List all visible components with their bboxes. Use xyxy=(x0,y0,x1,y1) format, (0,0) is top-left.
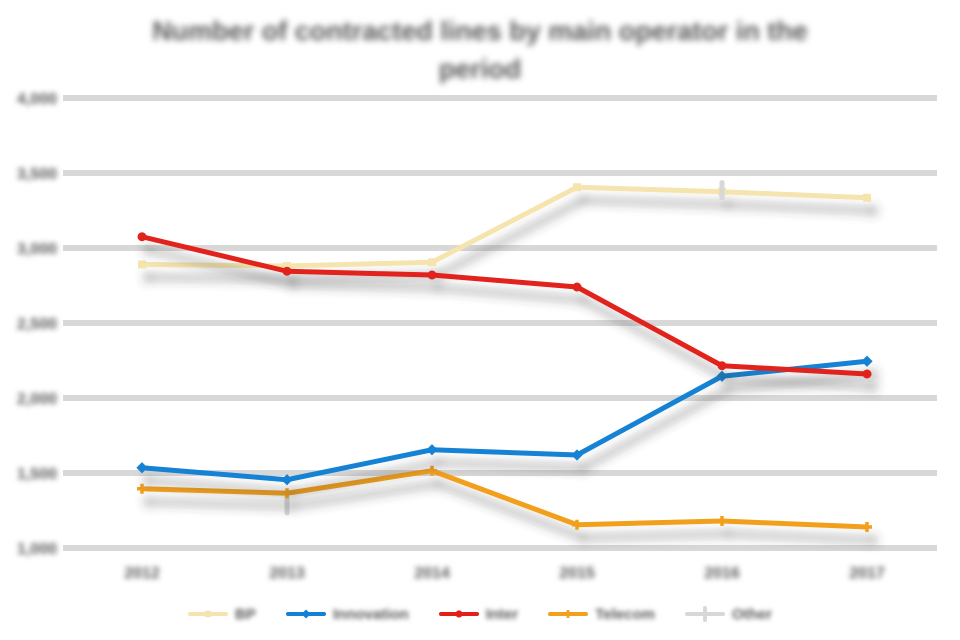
chart-legend: BP Innovation Inter Telecom Other xyxy=(0,600,960,628)
series-telecom xyxy=(137,465,872,532)
data-point-marker xyxy=(136,462,148,474)
data-point-marker xyxy=(283,262,291,270)
y-axis-tick-label: 3,500 xyxy=(17,166,57,183)
legend-swatch-icon xyxy=(285,609,326,619)
data-point-marker xyxy=(281,474,293,486)
legend-label: BP xyxy=(235,605,256,623)
chart-title-line1: Number of contracted lines by main opera… xyxy=(152,16,808,46)
data-point-marker xyxy=(719,180,725,201)
legend-label: Innovation xyxy=(332,605,409,623)
data-point-marker xyxy=(282,488,292,499)
data-point-marker xyxy=(572,282,582,292)
data-point-marker xyxy=(428,258,436,267)
x-axis-tick-label: 2014 xyxy=(414,565,450,582)
data-point-marker xyxy=(572,519,582,530)
data-point-marker xyxy=(863,193,871,202)
x-axis-tick-label: 2017 xyxy=(849,565,885,582)
data-point-marker xyxy=(427,270,437,280)
y-axis-tick-label: 3,000 xyxy=(17,241,57,258)
y-axis-tick-label: 1,000 xyxy=(17,541,57,558)
chart-title: Number of contracted lines by main opera… xyxy=(0,12,960,88)
series-innovation xyxy=(136,355,873,486)
data-point-marker xyxy=(862,522,872,532)
data-point-marker xyxy=(717,361,727,371)
data-point-marker xyxy=(282,266,292,276)
legend-label: Inter xyxy=(485,605,519,623)
legend-swatch-icon xyxy=(548,610,589,618)
chart-title-line2: period xyxy=(438,54,522,84)
legend-label: Other xyxy=(731,605,772,623)
series-polyline xyxy=(139,358,870,483)
data-point-marker xyxy=(204,610,212,618)
data-point-marker xyxy=(137,483,147,494)
x-axis-tick-label: 2015 xyxy=(559,565,595,582)
y-axis-tick-label: 2,000 xyxy=(17,391,57,408)
data-point-marker xyxy=(455,610,463,618)
data-point-marker xyxy=(284,495,290,516)
legend-item-inter: Inter xyxy=(438,605,519,623)
data-point-marker xyxy=(717,516,727,526)
series-bp xyxy=(138,183,871,270)
legend-item-telecom: Telecom xyxy=(548,605,655,623)
series-polyline xyxy=(139,468,870,530)
data-point-marker xyxy=(862,369,872,379)
x-axis-tick-label: 2012 xyxy=(124,565,160,582)
data-point-marker xyxy=(301,609,311,619)
series-inter xyxy=(137,232,872,379)
x-axis-tick-label: 2016 xyxy=(704,565,740,582)
legend-label: Telecom xyxy=(595,605,655,623)
x-axis-tick-label: 2013 xyxy=(269,565,305,582)
data-point-marker xyxy=(861,355,873,367)
data-point-marker xyxy=(138,260,146,269)
legend-swatch-icon xyxy=(438,610,479,618)
data-point-marker xyxy=(427,465,437,476)
series-polyline xyxy=(139,234,870,377)
y-axis-tick-label: 1,500 xyxy=(17,466,57,483)
data-point-marker xyxy=(716,370,728,382)
legend-swatch-icon xyxy=(188,610,229,618)
data-point-marker xyxy=(426,444,438,456)
y-axis-tick-label: 2,500 xyxy=(17,316,57,333)
y-axis-tick-label: 4,000 xyxy=(17,91,57,108)
data-point-marker xyxy=(573,183,581,192)
series-other xyxy=(284,180,725,516)
legend-item-bp: BP xyxy=(188,605,256,623)
data-point-marker xyxy=(571,449,583,461)
data-point-marker xyxy=(564,610,573,618)
data-point-marker xyxy=(702,606,707,622)
series-polyline xyxy=(139,184,870,269)
data-point-marker xyxy=(137,232,147,242)
legend-item-innovation: Innovation xyxy=(285,605,409,623)
legend-item-other: Other xyxy=(684,605,772,623)
legend-swatch-icon xyxy=(684,606,725,622)
